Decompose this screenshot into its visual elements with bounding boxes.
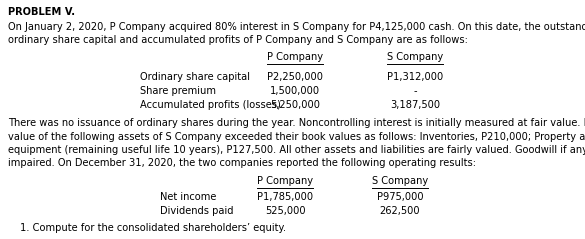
Text: Share premium: Share premium [140,86,216,96]
Text: P2,250,000: P2,250,000 [267,72,323,82]
Text: value of the following assets of S Company exceeded their book values as follows: value of the following assets of S Compa… [8,131,585,141]
Text: S Company: S Company [372,176,428,186]
Text: Ordinary share capital: Ordinary share capital [140,72,250,82]
Text: P975,000: P975,000 [377,192,424,202]
Text: PROBLEM V.: PROBLEM V. [8,7,75,17]
Text: P Company: P Company [257,176,313,186]
Text: 525,000: 525,000 [264,206,305,216]
Text: 262,500: 262,500 [380,206,420,216]
Text: S Company: S Company [387,52,443,62]
Text: 3,187,500: 3,187,500 [390,100,440,110]
Text: Dividends paid: Dividends paid [160,206,233,216]
Text: P1,312,000: P1,312,000 [387,72,443,82]
Text: ordinary share capital and accumulated profits of P Company and S Company are as: ordinary share capital and accumulated p… [8,35,468,45]
Text: Accumulated profits (losses): Accumulated profits (losses) [140,100,281,110]
Text: 5,250,000: 5,250,000 [270,100,320,110]
Text: Net income: Net income [160,192,216,202]
Text: P Company: P Company [267,52,323,62]
Text: 1,500,000: 1,500,000 [270,86,320,96]
Text: On January 2, 2020, P Company acquired 80% interest in S Company for P4,125,000 : On January 2, 2020, P Company acquired 8… [8,22,585,32]
Text: equipment (remaining useful life 10 years), P127,500. All other assets and liabi: equipment (remaining useful life 10 year… [8,145,585,155]
Text: -: - [413,86,417,96]
Text: There was no issuance of ordinary shares during the year. Noncontrolling interes: There was no issuance of ordinary shares… [8,118,585,128]
Text: P1,785,000: P1,785,000 [257,192,313,202]
Text: 1. Compute for the consolidated shareholders’ equity.: 1. Compute for the consolidated sharehol… [20,223,286,233]
Text: impaired. On December 31, 2020, the two companies reported the following operati: impaired. On December 31, 2020, the two … [8,158,476,168]
